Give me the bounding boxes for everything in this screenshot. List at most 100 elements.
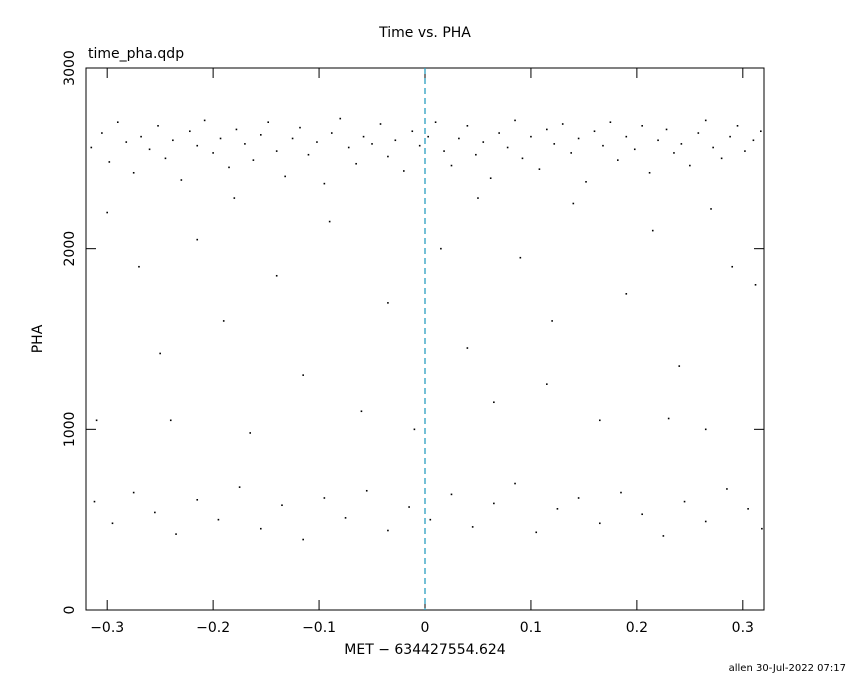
data-point [379,123,382,125]
data-point [570,152,572,154]
x-tick-label: 0.2 [626,620,648,636]
x-tick-label: −0.3 [90,620,124,636]
data-point [106,211,108,214]
data-point [339,117,342,120]
data-point [411,130,414,133]
data-point [556,508,559,510]
data-point [747,508,749,510]
data-point [275,274,278,277]
chart-title: Time vs. PHA [378,25,471,41]
data-point [471,526,474,528]
data-point [475,153,477,156]
data-point [347,146,350,149]
data-point [434,121,437,123]
data-point [154,511,156,514]
x-tick-label: −0.2 [196,620,230,636]
data-point [598,419,601,422]
data-point [712,146,714,149]
data-point [429,518,432,521]
data-point [704,520,707,523]
data-point [493,401,495,404]
data-point [482,141,485,143]
data-point [458,137,460,140]
data-point [233,197,236,199]
y-tick-label: 3000 [62,50,78,86]
x-tick-label: 0 [421,620,430,636]
data-point [704,119,707,122]
data-point [235,128,238,131]
data-point [514,119,516,122]
data-point [408,506,410,508]
data-point [259,527,262,530]
data-point [387,302,389,304]
data-point [316,141,318,143]
y-tick-label: 0 [62,606,78,615]
data-point [169,419,172,422]
x-tick-label: 0.3 [732,620,754,636]
data-point [538,168,541,170]
data-point [307,153,310,156]
data-point [196,144,199,147]
data-point [275,150,278,152]
data-point [665,128,668,131]
data-point [450,493,453,496]
data-point [217,518,220,521]
data-point [625,293,628,295]
data-point [683,500,686,503]
data-point [387,529,389,532]
data-point [116,121,119,123]
data-point [736,125,739,127]
data-point [704,428,707,431]
data-point [330,132,333,134]
data-point [754,284,757,286]
data-point [344,517,347,519]
data-point [365,489,368,492]
data-point [625,135,628,138]
data-point [244,143,246,145]
data-point [219,137,222,140]
x-tick-label: 0.1 [520,620,542,636]
data-point [148,148,151,151]
data-point [602,144,604,147]
data-point [697,132,700,134]
data-point [259,134,262,136]
data-point [553,143,556,145]
data-point [521,157,524,160]
data-point [662,535,665,537]
data-point [132,491,135,494]
y-tick-label: 1000 [62,412,78,448]
data-point [302,538,304,541]
y-axis-label: PHA [30,324,46,353]
data-point [530,135,532,138]
data-point [535,531,538,534]
data-point [689,164,691,167]
chart-subtitle: time_pha.qdp [88,46,184,62]
data-point [477,197,479,199]
data-point [403,170,405,172]
data-point [561,123,564,125]
data-point [252,159,255,161]
data-point [93,500,96,503]
data-point [228,166,230,169]
data-point [498,132,500,134]
data-point [299,126,301,129]
data-point [90,146,93,149]
data-point [546,128,548,131]
data-point [284,175,286,178]
data-point [196,498,199,501]
data-point [267,121,270,123]
data-point [175,533,177,535]
data-point [726,488,728,490]
footer: allen 30-Jul-2022 07:17 [729,663,846,674]
data-point [222,320,225,322]
data-point [648,171,651,174]
data-point [291,137,294,140]
data-point [729,135,731,138]
data-point [633,148,636,151]
data-point [466,125,469,127]
data-point [450,164,453,167]
data-point [302,374,304,376]
data-point [323,497,326,499]
x-axis-label: MET − 634427554.624 [344,642,506,658]
